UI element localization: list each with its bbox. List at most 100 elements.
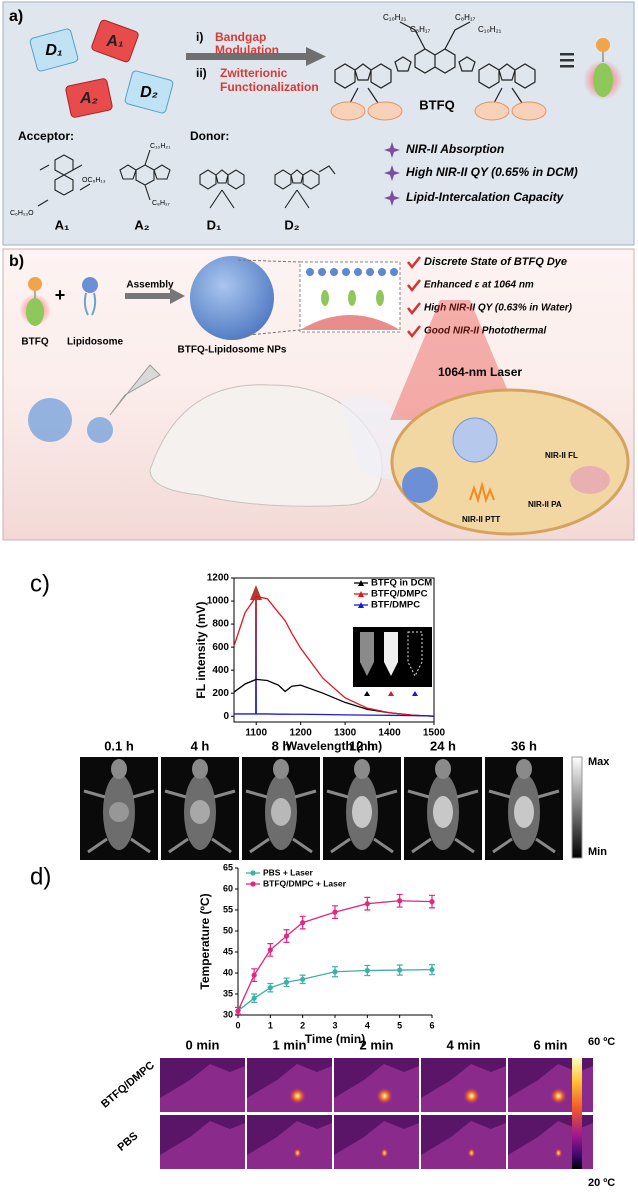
y-tick-label: 55 — [223, 904, 233, 914]
panel-label: a) — [9, 8, 23, 25]
piece-label: D₂ — [140, 84, 158, 101]
thermal-image — [421, 1115, 506, 1169]
step-text: Modulation — [215, 43, 279, 57]
component-label: Lipidosome — [67, 337, 124, 348]
row-label: PBS — [115, 1130, 140, 1154]
arrow — [186, 47, 326, 66]
y-tick-label: 800 — [212, 619, 229, 630]
block-label: A₁ — [55, 217, 70, 232]
legend-marker — [358, 591, 364, 597]
lipid-icon — [82, 277, 98, 316]
step-label: Assembly — [126, 280, 174, 291]
panel-b: b) + BTFQ Lipidosome Assembly BTFQ-Lipid… — [2, 248, 635, 541]
thermal-image — [160, 1058, 245, 1112]
point — [332, 909, 338, 915]
btfq-structure — [334, 21, 536, 104]
y-tick-label: 1000 — [207, 596, 230, 607]
step-number: i) — [196, 30, 203, 44]
time-label: 12 h — [349, 738, 375, 753]
y-tick-label: 45 — [223, 946, 233, 956]
molecule-name: BTFQ — [419, 97, 454, 112]
puzzle-pieces — [29, 19, 174, 118]
legend-label: PBS + Laser — [263, 867, 314, 877]
bilayer-zoom — [299, 261, 401, 333]
time-label: 6 min — [534, 1037, 568, 1052]
y-tick-label: 400 — [212, 665, 229, 676]
time-label: 8 h — [272, 738, 291, 753]
series-line — [233, 595, 435, 717]
time-label: 2 min — [360, 1037, 394, 1052]
y-axis-label: Temperature (ºC) — [198, 893, 212, 989]
thermal-image — [421, 1058, 506, 1112]
y-tick-label: 0 — [223, 711, 229, 722]
section-label: Donor: — [190, 129, 229, 143]
substituent-label: C₈H₁₇ — [152, 200, 170, 207]
y-tick-label: 35 — [223, 988, 233, 998]
point — [364, 967, 370, 974]
substituent-label: C₁₀H₂₁ — [150, 143, 171, 150]
point — [267, 947, 273, 953]
alkyl-label: C₁₀H₂₁ — [383, 13, 407, 22]
injection-scene — [28, 364, 430, 507]
nir-image — [485, 757, 563, 860]
block-label: A₂ — [134, 217, 149, 232]
time-label: 4 h — [191, 738, 210, 753]
x-tick-label: 0 — [235, 1020, 240, 1030]
check-text: High NIR-II QY (0.63% in Water) — [424, 303, 573, 314]
nir-image — [404, 757, 482, 860]
laser-label: 1064-nm Laser — [438, 365, 522, 379]
time-label: 0.1 h — [104, 738, 134, 753]
legend-marker — [250, 881, 256, 887]
panel-label: b) — [9, 253, 24, 270]
y-tick-label: 65 — [223, 862, 233, 872]
x-tick-label: 2 — [300, 1020, 305, 1030]
y-tick-label: 200 — [212, 688, 229, 699]
point — [251, 995, 257, 1001]
output-label: NIR-II PTT — [462, 515, 500, 524]
x-tick-label: 1300 — [334, 728, 357, 739]
scale-label: 20 ºC — [588, 1177, 615, 1189]
x-axis-label: Wavelength (nm) — [286, 739, 382, 753]
y-tick-label: 40 — [223, 967, 233, 977]
alkyl-label: C₈H₁₇ — [410, 25, 431, 34]
thermal-image — [334, 1058, 419, 1112]
section-label: Acceptor: — [18, 129, 74, 143]
y-tick-label: 50 — [223, 925, 233, 935]
point — [364, 901, 370, 907]
y-tick-label: 1200 — [207, 573, 230, 584]
legend-label: BTF/DMPC — [371, 600, 420, 611]
point — [283, 979, 290, 985]
y-tick-label: 30 — [223, 1009, 233, 1019]
point — [267, 985, 273, 991]
image-panels: 0.1 h 4 h 8 h 12 h 24 h 36 h Max Min BTFQ/DMPC PB… — [80, 738, 615, 1189]
step-text: Bandgap — [215, 30, 266, 44]
time-label: 4 min — [447, 1037, 481, 1052]
point — [332, 969, 338, 975]
chart: 0 200 400 600 800 1000 1200 1100 1200 1300 1400 150… — [194, 573, 445, 754]
nir-image — [80, 757, 158, 860]
feature-text: NIR-II Absorption — [406, 142, 504, 156]
equivalent-icon — [560, 38, 623, 100]
legend-label: BTFQ in DCM — [371, 578, 432, 589]
block-label: D₁ — [207, 217, 222, 232]
arrow — [125, 288, 185, 304]
plus: + — [55, 285, 66, 305]
legend-marker — [358, 580, 364, 586]
zoom-lines — [237, 259, 301, 337]
nir-image — [161, 757, 239, 860]
time-label: 1 min — [273, 1037, 307, 1052]
x-tick-label: 5 — [397, 1020, 402, 1030]
nir-image — [323, 757, 401, 860]
increase-arrow — [250, 585, 262, 714]
feature-text: Lipid-Intercalation Capacity — [406, 190, 565, 204]
x-tick-label: 1100 — [245, 728, 267, 739]
time-label: 0 min — [186, 1037, 220, 1052]
alkyl-label: C₈H₁₇ — [455, 13, 476, 22]
x-tick-label: 4 — [365, 1020, 370, 1030]
point — [283, 933, 290, 939]
thermal-image — [247, 1115, 332, 1169]
piece-label: A₂ — [79, 90, 98, 107]
point — [251, 972, 257, 978]
legend-marker — [250, 870, 256, 876]
